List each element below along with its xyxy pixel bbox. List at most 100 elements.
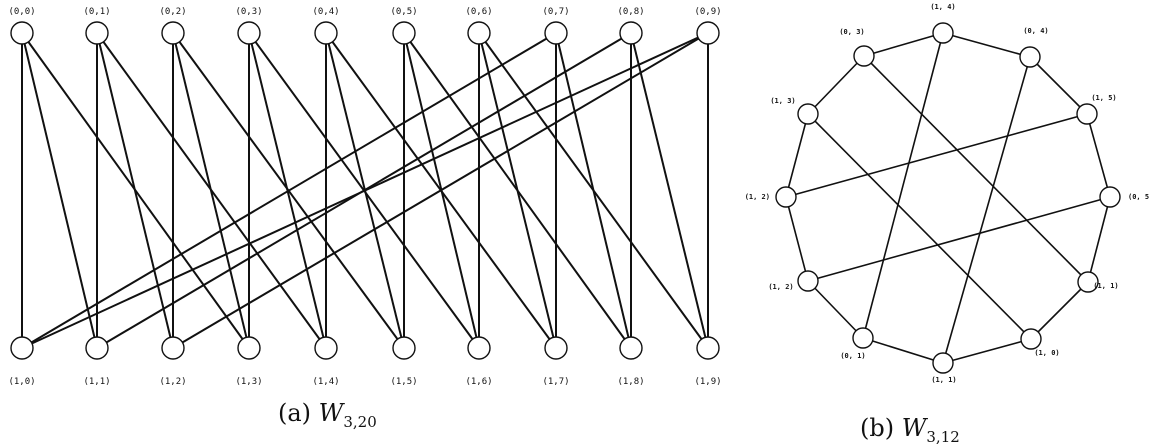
graph-a-bottom-vertex [161, 336, 185, 360]
graph-b-vertex [797, 103, 819, 125]
graph-a-edge [555, 32, 632, 349]
graph-b-label: (0, 1) [840, 352, 865, 360]
graph-a-bottom-vertex [10, 336, 34, 360]
graph-b-vertex [932, 22, 954, 44]
graph-b-label: (1, 1) [1093, 282, 1118, 290]
graph-b-edge [785, 113, 1088, 198]
graph-a-top-label: (0,5) [390, 7, 417, 17]
graph-b-edge [862, 337, 944, 364]
graph-a-bottom-vertex [237, 336, 261, 360]
graph-b-vertex [932, 352, 954, 374]
graph-a-top-vertex [544, 21, 568, 45]
graph-b-label: (0, 3) [839, 28, 864, 36]
caption-b: (b) W3,12 [860, 414, 960, 444]
graph-b-label: (0, 5) [1128, 193, 1150, 201]
graph-b-vertex [1020, 328, 1042, 350]
graph-a-edges [21, 32, 709, 349]
graph-b-vertex [775, 186, 797, 208]
graph-b-edge [1029, 56, 1088, 115]
graph-b-label: (1, 4) [930, 3, 955, 11]
graph-b-edge [863, 55, 1089, 283]
caption-a-prefix: (a) [278, 399, 319, 427]
graph-a-bottom-vertex [619, 336, 643, 360]
graph-a-edge [21, 32, 709, 349]
graph-b-label: (1, 5) [1091, 94, 1116, 102]
graph-a-top-label: (0,8) [617, 7, 644, 17]
graph-a-bottom-vertex [85, 336, 109, 360]
graph-a-top-label: (0,9) [694, 7, 721, 17]
graph-b-edge [942, 32, 1031, 58]
graph-b-vertex [852, 327, 874, 349]
graph-b-vertex [797, 270, 819, 292]
graph-a-bottom-label: (1,9) [694, 377, 721, 387]
graph-b-vertex [1076, 103, 1098, 125]
graph-b-label: (1, 1) [931, 376, 956, 384]
graph-b-vertex [1077, 271, 1099, 293]
graph-a-bottom-vertex [544, 336, 568, 360]
graph-b-vertex [1019, 46, 1041, 68]
graph-b-label: (1, 2) [768, 283, 793, 291]
graph-b-edge [785, 196, 809, 282]
graph-a-bottom-vertex [314, 336, 338, 360]
graph-a-bottom-vertex [467, 336, 491, 360]
graph-a-bottom-label: (1,1) [83, 377, 110, 387]
graph-a-edge [478, 32, 557, 349]
graph-b-vertex [1099, 186, 1121, 208]
graph-a-top-vertex [10, 21, 34, 45]
graph-b-edge [942, 56, 1031, 364]
graph-a-top-vertex [392, 21, 416, 45]
graph-b-label: (0, 4) [1023, 27, 1048, 35]
graph-b-edges [785, 32, 1111, 364]
graph-a-top-vertex [467, 21, 491, 45]
graph-a-top-label: (0,6) [465, 7, 492, 17]
graph-a-edge [96, 32, 174, 349]
graph-a-top-vertex [314, 21, 338, 45]
graph-a-bottom-label: (1,5) [390, 377, 417, 387]
graph-b-edge [1086, 113, 1111, 198]
graph-b-edge [1030, 281, 1089, 340]
caption-a-var: W [319, 399, 346, 427]
graph-b-edge [807, 280, 864, 339]
graph-a-edge [172, 32, 250, 349]
graph-a-bottom-label: (1,0) [8, 377, 35, 387]
caption-b-prefix: (b) [860, 414, 902, 442]
graph-a-edge [21, 32, 98, 349]
graph-a-top-label: (0,1) [83, 7, 110, 17]
graph-b-edge [785, 113, 809, 198]
graph-b-edge [807, 113, 1032, 340]
graph-a-top-label: (0,0) [8, 7, 35, 17]
graph-a-top-vertex [85, 21, 109, 45]
graph-a-top-label: (0,3) [235, 7, 262, 17]
graph-a-top-vertex [619, 21, 643, 45]
graph-a-top-vertex [237, 21, 261, 45]
graph-a-top-label: (0,2) [159, 7, 186, 17]
graph-b-edge [1087, 196, 1111, 283]
graph-b-vertex [853, 45, 875, 67]
graph-b-edge [862, 32, 944, 339]
graph-b-edge [807, 196, 1111, 282]
graph-a-bottom-label: (1,6) [465, 377, 492, 387]
graph-a-edge [21, 32, 557, 349]
graph-b-label: (1, 0) [1034, 349, 1059, 357]
graph-b-edge [863, 32, 944, 57]
graph-b-edge [807, 55, 865, 115]
graph-a-bottom-label: (1,2) [159, 377, 186, 387]
graph-b-label: (1, 3) [770, 97, 795, 105]
graph-a-top-label: (0,7) [542, 7, 569, 17]
graph-a-top-vertex [161, 21, 185, 45]
graph-a-edge [630, 32, 709, 349]
caption-a-sub: 3,20 [343, 413, 376, 431]
graph-a-bottom-label: (1,4) [312, 377, 339, 387]
graph-a-bottom-label: (1,3) [235, 377, 262, 387]
graph-a-edge [172, 32, 709, 349]
graph-b-label: (1, 2) [745, 193, 770, 201]
graph-a-bottom-vertex [392, 336, 416, 360]
graph-a-top-label: (0,4) [312, 7, 339, 17]
graph-a-bottom-vertex [696, 336, 720, 360]
graph-a-top-vertex [696, 21, 720, 45]
graph-b-edge [942, 338, 1032, 364]
graph-a-bottom-label: (1,8) [617, 377, 644, 387]
graph-b-vertices: (1, 4) (0, 4) (1, 5) (0, 5) (1, 1) (1, 0) (1, … [745, 3, 1150, 384]
